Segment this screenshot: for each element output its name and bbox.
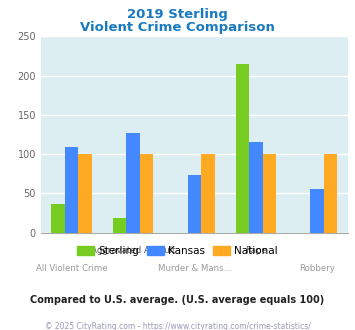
Bar	[249, 142, 263, 233]
Text: Murder & Mans...: Murder & Mans...	[158, 264, 231, 273]
Text: Violent Crime Comparison: Violent Crime Comparison	[80, 21, 275, 34]
Bar	[126, 133, 140, 233]
Text: Rape: Rape	[245, 247, 267, 255]
Bar	[310, 189, 324, 233]
Bar	[113, 218, 126, 233]
Bar	[78, 154, 92, 233]
Bar	[263, 154, 276, 233]
Bar	[187, 175, 201, 233]
Text: Compared to U.S. average. (U.S. average equals 100): Compared to U.S. average. (U.S. average …	[31, 295, 324, 305]
Text: All Violent Crime: All Violent Crime	[36, 264, 107, 273]
Bar	[201, 154, 215, 233]
Bar	[140, 154, 153, 233]
Text: Robbery: Robbery	[299, 264, 335, 273]
Bar	[235, 64, 249, 233]
Text: 2019 Sterling: 2019 Sterling	[127, 8, 228, 21]
Text: Aggravated Assault: Aggravated Assault	[91, 247, 175, 255]
Bar	[65, 147, 78, 233]
Bar	[51, 204, 65, 233]
Text: © 2025 CityRating.com - https://www.cityrating.com/crime-statistics/: © 2025 CityRating.com - https://www.city…	[45, 322, 310, 330]
Legend: Sterling, Kansas, National: Sterling, Kansas, National	[73, 242, 282, 260]
Bar	[324, 154, 338, 233]
